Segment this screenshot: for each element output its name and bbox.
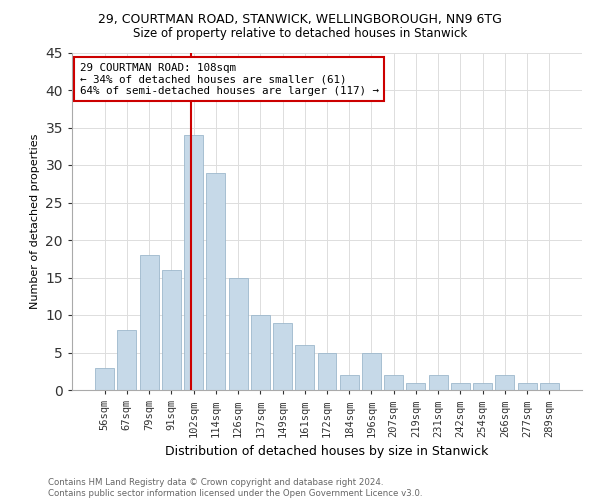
Bar (362, 352, 381, 390)
X-axis label: Distribution of detached houses by size in Stanwick: Distribution of detached houses by size … (166, 445, 488, 458)
Bar (340, 375, 359, 390)
Bar (118, 330, 136, 390)
Text: Size of property relative to detached houses in Stanwick: Size of property relative to detached ho… (133, 28, 467, 40)
Bar (251, 315, 270, 390)
Bar (162, 270, 181, 390)
Bar (406, 382, 425, 390)
Bar (429, 375, 448, 390)
Bar (496, 375, 514, 390)
Text: Contains HM Land Registry data © Crown copyright and database right 2024.
Contai: Contains HM Land Registry data © Crown c… (48, 478, 422, 498)
Bar (229, 278, 248, 390)
Bar (384, 375, 403, 390)
Bar (540, 382, 559, 390)
Bar (184, 135, 203, 390)
Bar (295, 345, 314, 390)
Bar (95, 368, 114, 390)
Bar (140, 255, 158, 390)
Text: 29 COURTMAN ROAD: 108sqm
← 34% of detached houses are smaller (61)
64% of semi-d: 29 COURTMAN ROAD: 108sqm ← 34% of detach… (80, 62, 379, 96)
Text: 29, COURTMAN ROAD, STANWICK, WELLINGBOROUGH, NN9 6TG: 29, COURTMAN ROAD, STANWICK, WELLINGBORO… (98, 12, 502, 26)
Y-axis label: Number of detached properties: Number of detached properties (30, 134, 40, 309)
Bar (273, 322, 292, 390)
Bar (473, 382, 492, 390)
Bar (518, 382, 536, 390)
Bar (451, 382, 470, 390)
Bar (317, 352, 337, 390)
Bar (206, 172, 225, 390)
